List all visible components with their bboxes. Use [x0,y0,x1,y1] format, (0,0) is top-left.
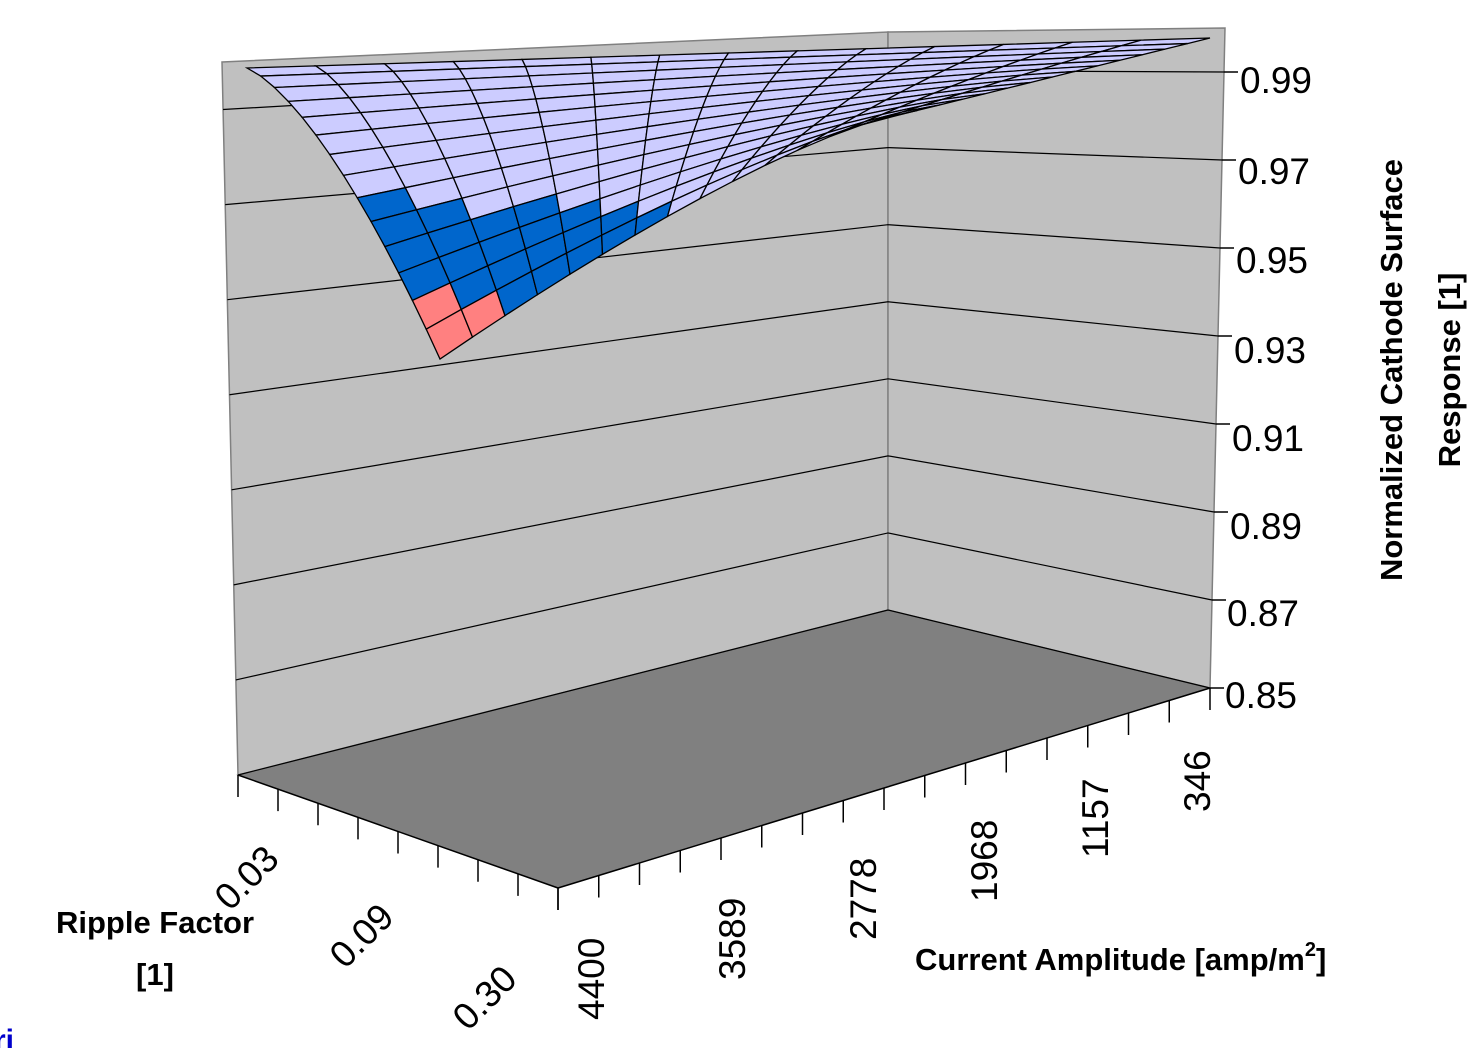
z-tick-label: 0.91 [1232,418,1304,459]
z-tick-label: 0.97 [1238,151,1310,192]
z-gridline [229,301,1219,396]
x-tick-label: 1968 [964,820,1005,902]
z-tick-label: 0.87 [1227,593,1299,634]
z-tick-label: 0.89 [1230,506,1302,547]
axis-ticks [237,687,1211,910]
x-axis-title-end: ] [1316,942,1326,977]
y-tick-label: 0.09 [322,896,402,976]
z-tick-label: 0.95 [1236,240,1308,281]
z-tick-label: 0.93 [1234,330,1306,371]
x-axis-line [557,687,1211,889]
z-gridline [231,378,1217,491]
z-gridline [237,609,1211,776]
z-axis-title-unit: Response [1] [1432,273,1467,468]
z-axis-title: Normalized Cathode Surface [1374,159,1409,581]
surface-cell [862,109,918,126]
response-surface [244,37,1211,360]
y-tick-label: 0.30 [445,958,525,1038]
y-axis-title: Ripple Factor [56,905,254,940]
y-axis-title-unit: [1] [136,957,174,992]
x-axis-title: Current Amplitude [amp/m2] [915,939,1326,977]
x-tick-label: 2778 [843,858,884,940]
x-tick-label: 4400 [571,938,612,1020]
x-tick-label: 346 [1177,750,1218,812]
y-axis-line [237,774,559,889]
z-gridline [233,455,1215,586]
x-tick-label: 1157 [1075,778,1116,858]
z-tick-label: 0.99 [1240,60,1312,101]
x-axis-title-main: Current Amplitude [amp/m [915,942,1305,977]
z-gridline [235,532,1213,681]
x-axis-title-sup: 2 [1305,939,1316,961]
right-back-wall [887,27,1226,689]
corner-glyph: ri [0,1024,14,1048]
z-tick-label: 0.85 [1225,675,1297,716]
x-tick-label: 3589 [712,898,753,980]
